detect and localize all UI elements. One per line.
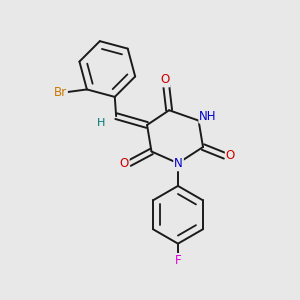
Text: O: O <box>160 74 169 86</box>
Text: H: H <box>97 118 106 128</box>
Text: O: O <box>119 157 129 170</box>
Text: F: F <box>175 254 181 267</box>
Text: Br: Br <box>54 86 67 99</box>
Text: N: N <box>174 157 183 170</box>
Text: NH: NH <box>199 110 217 123</box>
Text: O: O <box>226 149 235 162</box>
